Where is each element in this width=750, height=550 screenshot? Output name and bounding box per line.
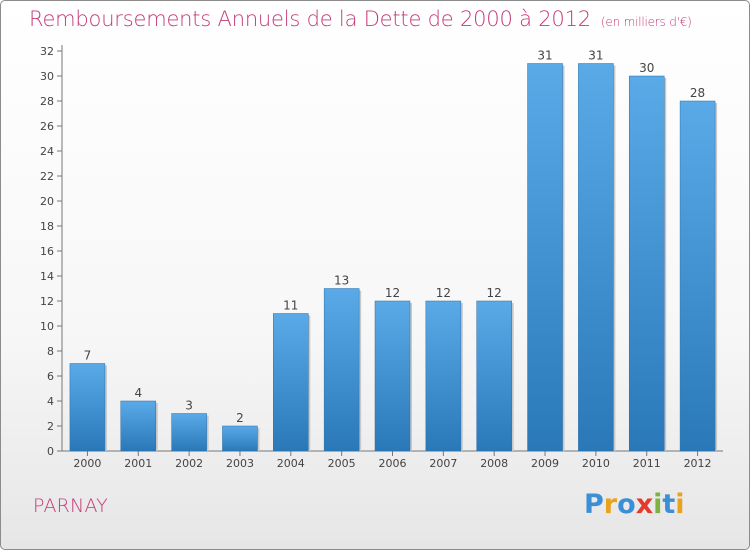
y-tick-label: 2	[47, 420, 54, 433]
y-tick-label: 10	[40, 320, 54, 333]
bar-value-label: 12	[436, 286, 451, 300]
y-tick-label: 6	[47, 370, 54, 383]
chart-title-text: Remboursements Annuels de la Dette de 20…	[29, 7, 591, 31]
x-tick-label: 2011	[633, 457, 661, 470]
logo-letter: t	[662, 489, 676, 520]
x-tick-label: 2005	[328, 457, 356, 470]
y-tick-label: 22	[40, 170, 54, 183]
y-tick-label: 26	[40, 120, 54, 133]
bar-2004	[273, 313, 309, 452]
bar-value-label: 4	[134, 386, 142, 400]
bar-2003	[222, 425, 258, 452]
logo-letter: P	[584, 489, 604, 520]
bar-2002	[171, 413, 207, 452]
logo-letter: o	[617, 489, 636, 520]
y-tick-label: 30	[40, 70, 54, 83]
bar-2012	[679, 100, 716, 452]
bar-value-label: 12	[487, 286, 502, 300]
x-tick-label: 2002	[175, 457, 203, 470]
bar-value-label: 13	[334, 274, 349, 288]
y-tick-label: 28	[40, 95, 54, 108]
bar-value-label: 3	[185, 399, 193, 413]
bar-value-label: 7	[84, 349, 92, 363]
y-tick-label: 4	[47, 395, 54, 408]
bar-2007	[425, 300, 462, 452]
y-tick-label: 18	[40, 220, 54, 233]
x-tick-label: 2009	[531, 457, 559, 470]
x-tick-label: 2006	[379, 457, 407, 470]
bar-value-label: 11	[283, 299, 298, 313]
bar-value-label: 2	[236, 411, 244, 425]
x-tick-label: 2001	[124, 457, 152, 470]
x-tick-label: 2003	[226, 457, 254, 470]
bar-2006	[374, 300, 411, 452]
logo-letter: i	[675, 489, 685, 520]
x-tick-label: 2007	[429, 457, 457, 470]
bar-value-label: 28	[690, 86, 705, 100]
bar-2008	[476, 300, 512, 452]
x-axis: 2000 2001 2002 2003 2004 2005 2006 2007 2008 2009…	[62, 450, 723, 470]
chart-unit-label: (en milliers d'€)	[600, 15, 692, 29]
bar-value-label: 30	[639, 61, 654, 75]
y-tick-label: 8	[47, 345, 54, 358]
bar-series: 7 4 3 2 11 13 12 12 12 31 31 30 28	[69, 49, 718, 452]
bar-2011	[628, 75, 665, 452]
bar-2005	[323, 288, 360, 452]
chart-title: Remboursements Annuels de la Dette de 20…	[29, 7, 692, 31]
commune-name: PARNAY	[33, 495, 108, 517]
bar-value-label: 31	[537, 49, 552, 63]
bar-value-label: 31	[588, 49, 603, 63]
y-tick-label: 12	[40, 295, 54, 308]
logo-letter: r	[603, 489, 618, 520]
logo-letter: i	[653, 489, 663, 520]
y-tick-label: 32	[40, 45, 54, 58]
x-tick-label: 2008	[480, 457, 508, 470]
y-tick-label: 24	[40, 145, 54, 158]
x-tick-label: 2010	[582, 457, 610, 470]
x-tick-label: 2000	[73, 457, 101, 470]
y-tick-label: 0	[47, 445, 54, 458]
x-tick-label: 2012	[684, 457, 712, 470]
bar-2009	[527, 63, 563, 452]
proxiti-logo: Proxiti	[584, 489, 685, 520]
y-tick-label: 14	[40, 270, 54, 283]
x-tick-label: 2004	[277, 457, 305, 470]
y-tick-label: 16	[40, 245, 54, 258]
bar-value-label: 12	[385, 286, 400, 300]
bar-2001	[120, 400, 157, 452]
logo-letter: x	[635, 489, 654, 520]
bar-2000	[69, 363, 106, 452]
y-tick-label: 20	[40, 195, 54, 208]
bar-2010	[578, 63, 614, 452]
